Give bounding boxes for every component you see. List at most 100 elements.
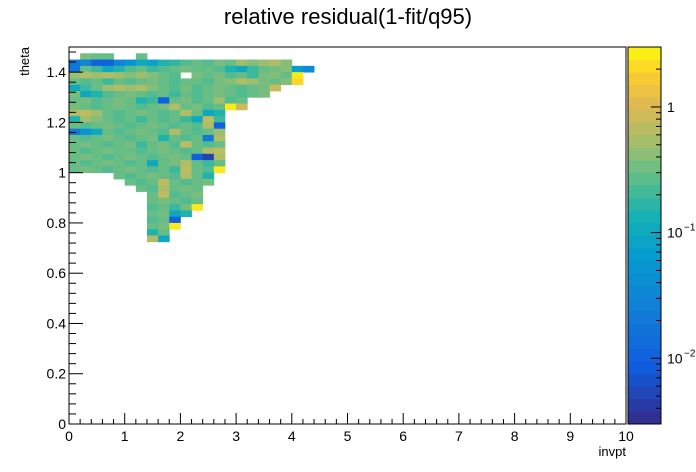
colorbar-frame [627, 46, 662, 425]
heatmap-cell [247, 72, 259, 79]
heatmap-cell [146, 97, 159, 104]
heatmap-cell [202, 65, 215, 73]
y-axis-label: theta [17, 46, 32, 76]
heatmap-cell [169, 160, 181, 167]
heatmap-cells [69, 53, 315, 243]
x-tick-label: 2 [177, 428, 185, 444]
heatmap-cell [180, 116, 192, 123]
heatmap-cell [80, 90, 92, 98]
heatmap-cell [124, 134, 137, 142]
heatmap-cell [169, 185, 181, 192]
heatmap-cell [158, 216, 170, 224]
heatmap-cell [91, 166, 103, 174]
heatmap-cell [180, 210, 192, 218]
x-tick-label: 6 [399, 428, 407, 444]
heatmap-cell [80, 65, 92, 73]
heatmap-cell [91, 90, 103, 98]
heatmap-cell [102, 97, 114, 104]
colorbar-band [628, 260, 661, 274]
heatmap-cell [202, 128, 215, 136]
colorbar-band [628, 109, 661, 123]
heatmap-cell [202, 72, 215, 79]
heatmap-cell [113, 141, 126, 148]
heatmap-cell [102, 78, 114, 86]
heatmap-cell [69, 65, 81, 73]
heatmap-cell [158, 90, 170, 98]
heatmap-cell [191, 134, 204, 142]
heatmap-cell [113, 103, 126, 111]
heatmap-cell [102, 65, 114, 73]
heatmap-cell [180, 147, 192, 155]
x-tick-label: 10 [618, 428, 634, 444]
x-axis: 0 1 2 3 4 5 6 7 8 9 10 [65, 413, 634, 444]
heatmap-cell [191, 185, 204, 192]
x-tick-label: 5 [344, 428, 352, 444]
heatmap-cell [146, 134, 159, 142]
heatmap-cell [158, 109, 170, 117]
heatmap-cell [102, 59, 114, 67]
heatmap-cell [158, 160, 170, 167]
heatmap-cell [135, 166, 148, 174]
heatmap-cell [169, 116, 181, 123]
heatmap-cell [158, 172, 170, 180]
heatmap-cell [146, 166, 159, 174]
heatmap-cell [102, 122, 114, 130]
heatmap-cell [191, 122, 204, 130]
heatmap-cell [213, 160, 226, 167]
heatmap-cell [135, 141, 148, 148]
heatmap-cell [180, 153, 192, 161]
colorbar-band [628, 160, 661, 174]
heatmap-cell [202, 153, 215, 161]
colorbar-band [628, 411, 661, 425]
heatmap-cell [146, 204, 159, 211]
heatmap-cell [124, 128, 137, 136]
heatmap-cell [146, 65, 159, 73]
heatmap-cell [191, 78, 204, 86]
heatmap-cell [213, 90, 226, 98]
heatmap-cell [91, 53, 103, 60]
heatmap-cell [91, 134, 103, 142]
heatmap-cell [91, 153, 103, 161]
heatmap-cell [91, 116, 103, 123]
heatmap-cell [202, 160, 215, 167]
heatmap-cell [191, 191, 204, 199]
heatmap-cell [124, 172, 137, 180]
heatmap-cell [102, 153, 114, 161]
colorbar-band [628, 222, 661, 236]
heatmap-cell [146, 141, 159, 148]
heatmap-cell [158, 147, 170, 155]
heatmap-cell [135, 172, 148, 180]
heatmap-cell [146, 216, 159, 224]
heatmap-cell [69, 160, 81, 167]
heatmap-cell [202, 134, 215, 142]
heatmap-cell [80, 53, 92, 60]
heatmap-cell [169, 122, 181, 130]
heatmap-cell [224, 90, 237, 98]
heatmap-cell [169, 103, 181, 111]
heatmap-cell [158, 72, 170, 79]
colorbar-tick-exponent: −2 [684, 348, 696, 359]
heatmap-cell [69, 147, 81, 155]
heatmap-cell [202, 178, 215, 186]
colorbar-tick-label: 1 [667, 99, 675, 115]
heatmap-cell [258, 72, 270, 79]
heatmap-cell [202, 59, 215, 67]
heatmap-cell [124, 103, 137, 111]
heatmap-cell [158, 166, 170, 174]
heatmap-cell [191, 128, 204, 136]
y-tick-label: 0.2 [47, 366, 67, 382]
heatmap-cell [113, 116, 126, 123]
heatmap-cell [135, 59, 148, 67]
heatmap-cell [202, 141, 215, 148]
heatmap-cell [191, 90, 204, 98]
heatmap-cell [180, 59, 192, 67]
heatmap-cell [213, 134, 226, 142]
heatmap-cell [146, 153, 159, 161]
heatmap-cell [258, 65, 270, 73]
heatmap-cell [180, 191, 192, 199]
heatmap-cell [269, 65, 282, 73]
heatmap-cell [236, 103, 248, 111]
heatmap-cell [213, 122, 226, 130]
colorbar-band [628, 273, 661, 287]
heatmap-cell [180, 109, 192, 117]
